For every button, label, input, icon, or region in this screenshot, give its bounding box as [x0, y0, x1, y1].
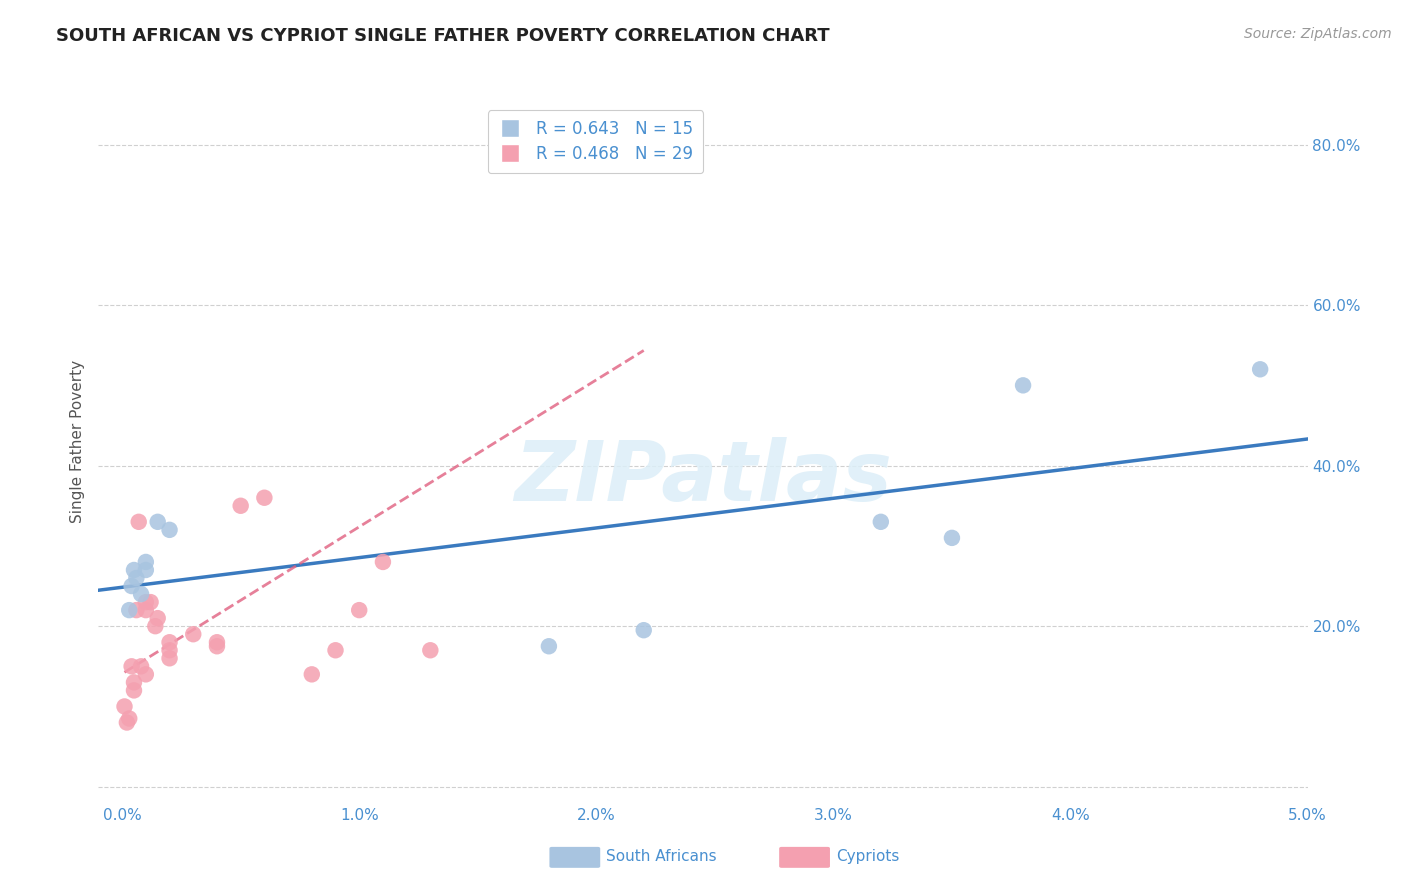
Point	[159, 635, 181, 649]
Point	[135, 555, 157, 569]
Point	[205, 635, 228, 649]
Text: ZIPatlas: ZIPatlas	[515, 437, 891, 518]
Point	[159, 651, 181, 665]
Point	[537, 639, 560, 653]
Point	[129, 659, 152, 673]
Text: Cypriots: Cypriots	[837, 849, 900, 864]
FancyBboxPatch shape	[779, 847, 830, 868]
Point	[146, 515, 169, 529]
Point	[135, 667, 157, 681]
Text: South Africans: South Africans	[606, 849, 717, 864]
Point	[139, 595, 162, 609]
Point	[633, 623, 655, 637]
Point	[135, 603, 157, 617]
FancyBboxPatch shape	[550, 847, 600, 868]
Y-axis label: Single Father Poverty: Single Father Poverty	[69, 360, 84, 523]
Point	[114, 699, 136, 714]
Text: SOUTH AFRICAN VS CYPRIOT SINGLE FATHER POVERTY CORRELATION CHART: SOUTH AFRICAN VS CYPRIOT SINGLE FATHER P…	[56, 27, 830, 45]
Point	[229, 499, 252, 513]
Point	[205, 639, 228, 653]
Point	[125, 571, 148, 585]
Point	[121, 659, 143, 673]
Point	[135, 595, 157, 609]
Point	[118, 712, 141, 726]
Legend: R = 0.643   N = 15, R = 0.468   N = 29: R = 0.643 N = 15, R = 0.468 N = 29	[488, 111, 703, 173]
Text: Source: ZipAtlas.com: Source: ZipAtlas.com	[1244, 27, 1392, 41]
Point	[143, 619, 166, 633]
Point	[125, 603, 148, 617]
Point	[122, 683, 145, 698]
Point	[146, 611, 169, 625]
Point	[135, 563, 157, 577]
Point	[371, 555, 394, 569]
Point	[419, 643, 441, 657]
Point	[941, 531, 963, 545]
Point	[325, 643, 347, 657]
Point	[347, 603, 370, 617]
Point	[121, 579, 143, 593]
Point	[1249, 362, 1271, 376]
Point	[1012, 378, 1035, 392]
Point	[633, 141, 655, 155]
Point	[129, 587, 152, 601]
Point	[869, 515, 891, 529]
Point	[122, 563, 145, 577]
Point	[301, 667, 323, 681]
Point	[181, 627, 204, 641]
Point	[128, 515, 150, 529]
Point	[159, 523, 181, 537]
Point	[122, 675, 145, 690]
Point	[253, 491, 276, 505]
Point	[118, 603, 141, 617]
Point	[159, 643, 181, 657]
Point	[115, 715, 138, 730]
